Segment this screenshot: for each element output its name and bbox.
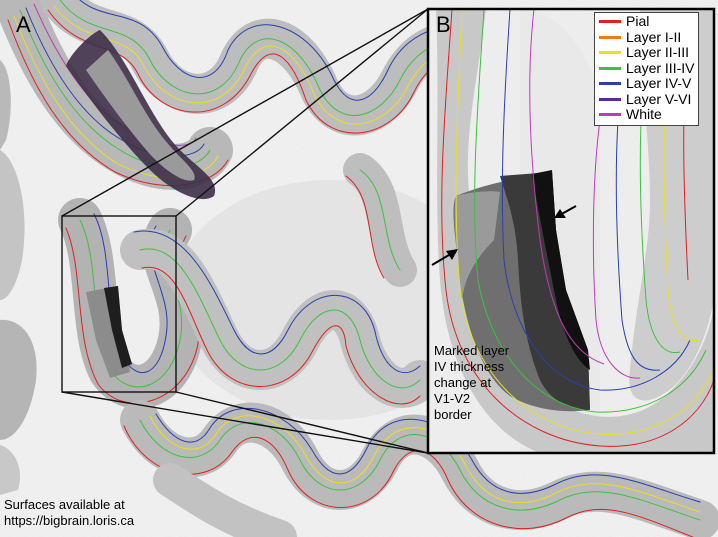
legend-item: Layer I-II <box>599 28 694 46</box>
legend: Pial Layer I-II Layer II-III Layer III-IV La… <box>594 12 700 126</box>
legend-item: Layer IV-V <box>599 75 694 92</box>
legend-item: White <box>599 106 694 123</box>
marked-segment-middle <box>86 286 132 378</box>
legend-swatch <box>599 82 621 86</box>
legend-label: Layer IV-V <box>626 75 692 91</box>
connector-bottom <box>61 391 429 454</box>
legend-label: Layer II-III <box>626 44 690 60</box>
panel-a-label: A <box>16 12 31 37</box>
legend-swatch <box>599 66 621 70</box>
connector-top <box>61 8 429 217</box>
legend-item: Pial <box>599 13 694 30</box>
legend-label: Layer III-IV <box>626 59 695 76</box>
marked-segment-top <box>66 30 216 200</box>
legend-item: Layer V-VI <box>599 90 694 108</box>
legend-item: Layer III-IV <box>599 59 695 77</box>
legend-swatch <box>599 20 621 24</box>
legend-label: Layer V-VI <box>626 90 692 107</box>
caption-line-2: https://bigbrain.loris.ca <box>4 513 135 528</box>
legend-swatch <box>599 35 621 39</box>
legend-swatch <box>599 97 621 101</box>
inset-box <box>61 215 177 393</box>
caption: Surfaces available at https://bigbrain.l… <box>4 497 134 529</box>
legend-label: White <box>626 106 662 122</box>
legend-swatch <box>599 51 621 55</box>
layer-iv-annotation: Marked layer IV thickness change at V1-V… <box>434 343 510 422</box>
legend-label: Layer I-II <box>626 28 682 45</box>
connector-top-right <box>175 8 429 217</box>
caption-line-1: Surfaces available at <box>4 497 125 512</box>
arrow-right-icon <box>554 205 577 218</box>
legend-label: Pial <box>626 13 650 29</box>
legend-swatch <box>599 113 621 117</box>
legend-item: Layer II-III <box>599 44 694 61</box>
left-tissue-fragments <box>0 60 37 495</box>
panel-b-label: B <box>436 12 451 37</box>
connector-bottom-right <box>175 391 429 454</box>
arrow-left-icon <box>431 249 458 266</box>
panel-b-frame <box>426 7 716 455</box>
